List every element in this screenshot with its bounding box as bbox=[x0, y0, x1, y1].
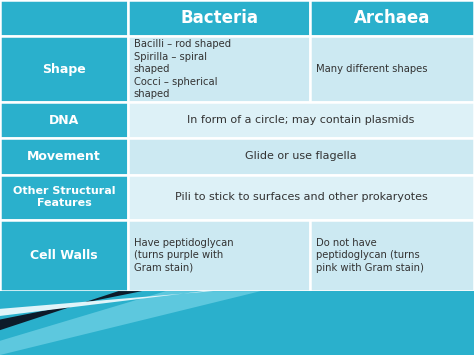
Bar bbox=[128, 102, 474, 138]
Text: Movement: Movement bbox=[27, 150, 101, 163]
Text: Cell Walls: Cell Walls bbox=[30, 249, 98, 262]
Bar bbox=[0, 220, 128, 291]
Bar bbox=[128, 220, 310, 291]
Bar bbox=[0, 175, 128, 220]
Polygon shape bbox=[0, 291, 474, 355]
Bar bbox=[128, 37, 310, 102]
Text: Many different shapes: Many different shapes bbox=[316, 64, 428, 74]
Polygon shape bbox=[0, 291, 261, 355]
Bar bbox=[128, 175, 474, 220]
Text: DNA: DNA bbox=[49, 114, 79, 127]
Text: Do not have
peptidoglycan (turns
pink with Gram stain): Do not have peptidoglycan (turns pink wi… bbox=[316, 238, 424, 273]
Text: Shape: Shape bbox=[42, 62, 86, 76]
Text: Bacilli – rod shaped
Spirilla – spiral
shaped
Cocci – spherical
shaped: Bacilli – rod shaped Spirilla – spiral s… bbox=[134, 39, 231, 99]
Bar bbox=[310, 0, 474, 36]
Bar bbox=[0, 37, 128, 102]
Bar bbox=[128, 138, 474, 175]
Text: Other Structural
Features: Other Structural Features bbox=[13, 186, 115, 208]
Bar bbox=[0, 138, 128, 175]
Text: Glide or use flagella: Glide or use flagella bbox=[245, 152, 357, 162]
Text: Bacteria: Bacteria bbox=[180, 9, 258, 27]
Polygon shape bbox=[0, 291, 166, 341]
Polygon shape bbox=[0, 291, 142, 330]
Polygon shape bbox=[0, 291, 213, 316]
Bar bbox=[310, 220, 474, 291]
Text: Pili to stick to surfaces and other prokaryotes: Pili to stick to surfaces and other prok… bbox=[174, 192, 428, 202]
Text: Have peptidoglycan
(turns purple with
Gram stain): Have peptidoglycan (turns purple with Gr… bbox=[134, 238, 233, 273]
Bar bbox=[0, 102, 128, 138]
Bar bbox=[128, 0, 310, 36]
Bar bbox=[310, 37, 474, 102]
Text: Archaea: Archaea bbox=[354, 9, 430, 27]
Bar bbox=[0, 0, 128, 36]
Text: In form of a circle; may contain plasmids: In form of a circle; may contain plasmid… bbox=[187, 115, 415, 125]
